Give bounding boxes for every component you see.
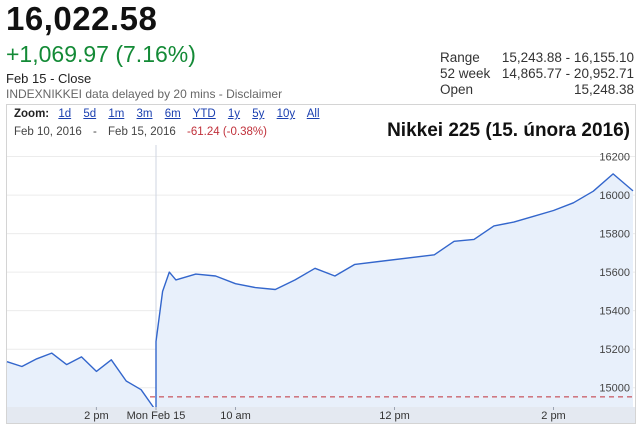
stats-panel: Range 15,243.88 - 16,155.10 52 week 14,8… (438, 50, 634, 98)
chart-overlay-title: Nikkei 225 (15. února 2016) (385, 120, 632, 142)
zoom-1m[interactable]: 1m (108, 108, 125, 120)
date-range: Feb 10, 2016 - Feb 15, 2016 -61.24 (-0.3… (14, 126, 267, 138)
price-change: +1,069.97 (7.16%) (6, 41, 196, 67)
zoom-ytd[interactable]: YTD (192, 108, 216, 120)
current-price: 16,022.58 (6, 0, 158, 37)
price-area (7, 173, 633, 411)
data-source-disclaimer[interactable]: INDEXNIKKEI data delayed by 20 mins - Di… (6, 87, 283, 101)
stat-value: 15,248.38 (573, 82, 634, 97)
zoom-1d[interactable]: 1d (58, 108, 72, 120)
y-tick-label: 15600 (599, 267, 630, 279)
range-separator: - (92, 126, 97, 138)
stat-label: Range (440, 50, 480, 65)
y-tick-label: 15000 (599, 383, 630, 395)
price-line (6, 173, 634, 412)
x-tick-label: 2 pm (541, 410, 565, 422)
zoom-5y[interactable]: 5y (252, 108, 265, 120)
zoom-label: Zoom: (14, 108, 50, 120)
zoom-6m[interactable]: 6m (164, 108, 181, 120)
stat-open: Open 15,248.38 (438, 82, 634, 98)
stat-label: Open (440, 82, 474, 97)
y-tick-label: 16200 (599, 152, 630, 164)
chart-frame (6, 104, 636, 424)
stat-value: 15,243.88 - 16,155.10 (501, 50, 634, 65)
range-from[interactable]: Feb 10, 2016 (14, 126, 82, 138)
range-change: -61.24 (-0.38%) (187, 126, 267, 138)
y-tick-label: 15400 (599, 306, 630, 318)
close-date: Feb 15 - Close (6, 71, 92, 86)
zoom-all[interactable]: All (306, 108, 320, 120)
zoom-3m[interactable]: 3m (136, 108, 153, 120)
stat-range: Range 15,243.88 - 16,155.10 (438, 50, 634, 66)
x-tick-label: Mon Feb 15 (127, 410, 186, 422)
zoom-5d[interactable]: 5d (83, 108, 97, 120)
zoom-controls: Zoom: 1d 5d 1m 3m 6m YTD 1y 5y 10y All (14, 108, 329, 120)
x-tick-label: 12 pm (379, 410, 410, 422)
x-tick-label: 2 pm (84, 410, 108, 422)
range-to[interactable]: Feb 15, 2016 (108, 126, 176, 138)
y-tick-label: 15200 (599, 344, 630, 356)
stat-label: 52 week (440, 66, 491, 81)
stat-value: 14,865.77 - 20,952.71 (501, 66, 634, 81)
y-tick-label: 16000 (599, 190, 630, 202)
x-tick-label: 10 am (220, 410, 251, 422)
zoom-1y[interactable]: 1y (227, 108, 241, 120)
x-axis-band (7, 407, 635, 423)
zoom-10y[interactable]: 10y (276, 108, 296, 120)
y-tick-label: 15800 (599, 229, 630, 241)
stat-52-week: 52 week 14,865.77 - 20,952.71 (438, 66, 634, 82)
